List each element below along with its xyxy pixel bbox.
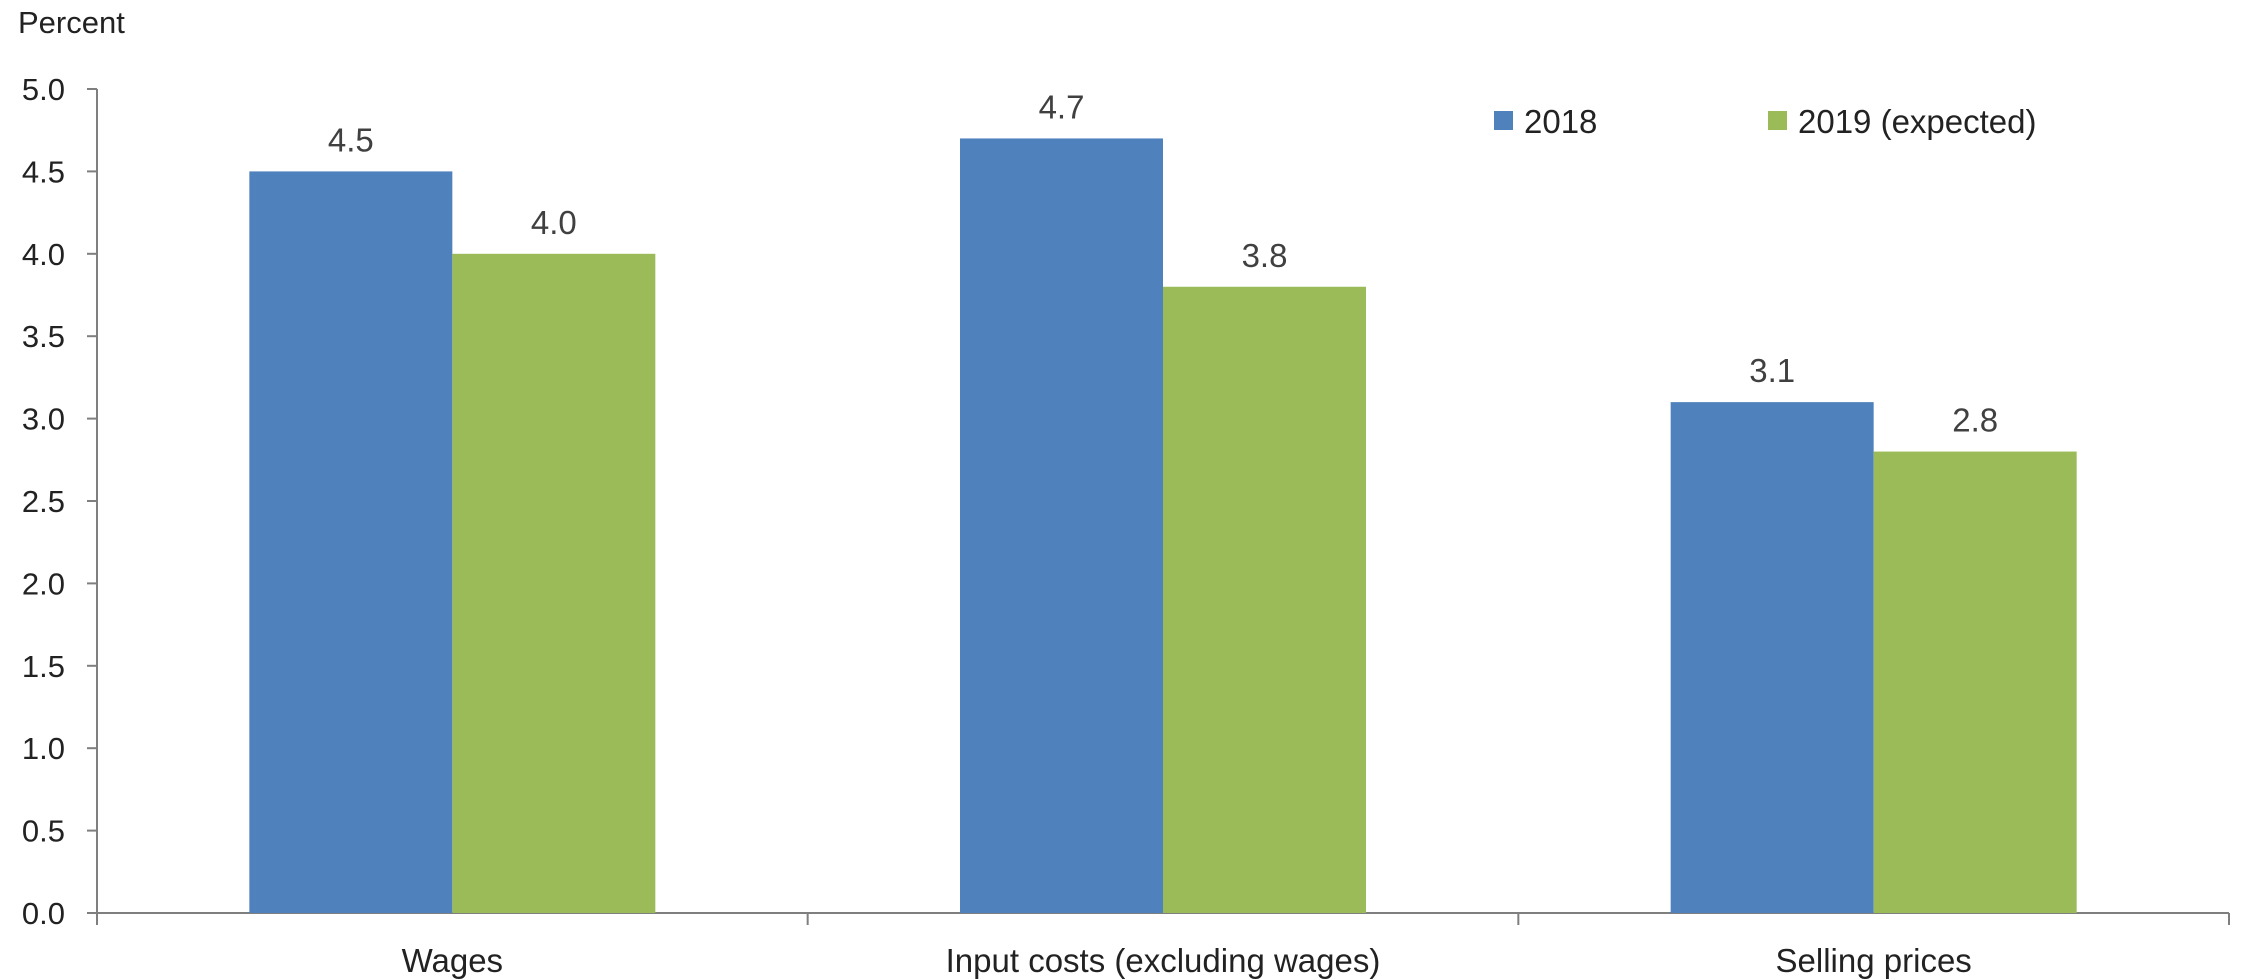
bar xyxy=(960,138,1163,913)
legend-swatch xyxy=(1494,111,1513,130)
bar xyxy=(249,171,453,913)
y-axis: 0.0 0.5 1.0 1.5 2.0 2.5 3.0 3.5 4.0 4.5 5.0 xyxy=(22,72,98,931)
data-label: 4.7 xyxy=(1039,88,1085,125)
x-category-label: Input costs (excluding wages) xyxy=(946,942,1381,979)
bar xyxy=(1670,402,1874,913)
y-tick-label: 1.0 xyxy=(22,731,65,766)
y-tick-label: 4.0 xyxy=(22,237,65,272)
y-tick-label: 2.0 xyxy=(22,566,65,601)
legend-swatch xyxy=(1768,111,1787,130)
y-tick-label: 0.5 xyxy=(22,814,65,849)
x-category-label: Wages xyxy=(402,942,503,979)
y-tick-label: 3.0 xyxy=(22,402,65,437)
x-category-label: Selling prices xyxy=(1776,942,1972,979)
data-label: 2.8 xyxy=(1952,402,1998,439)
data-label: 4.5 xyxy=(328,121,374,158)
legend-label: 2018 xyxy=(1524,103,1597,140)
data-label: 3.8 xyxy=(1242,237,1288,274)
y-tick-label: 1.5 xyxy=(22,649,65,684)
y-axis-unit-label: Percent xyxy=(18,5,125,40)
y-tick-label: 3.5 xyxy=(22,319,65,354)
data-label: 3.1 xyxy=(1749,352,1795,389)
x-axis: Wages Input costs (excluding wages) Sellin… xyxy=(96,912,2230,979)
y-tick-label: 0.0 xyxy=(22,896,65,931)
bar xyxy=(452,253,656,914)
legend-label: 2019 (expected) xyxy=(1798,103,2037,140)
bar xyxy=(1873,451,2077,913)
y-tick-label: 2.5 xyxy=(22,484,65,519)
data-label: 4.0 xyxy=(531,204,577,241)
bar xyxy=(1163,286,1366,913)
legend: 2018 2019 (expected) xyxy=(1494,103,2037,140)
bars xyxy=(249,138,2077,914)
y-tick-label: 5.0 xyxy=(22,72,65,107)
data-labels: 4.5 4.0 4.7 3.8 3.1 2.8 xyxy=(328,88,1998,438)
y-tick-label: 4.5 xyxy=(22,154,65,189)
